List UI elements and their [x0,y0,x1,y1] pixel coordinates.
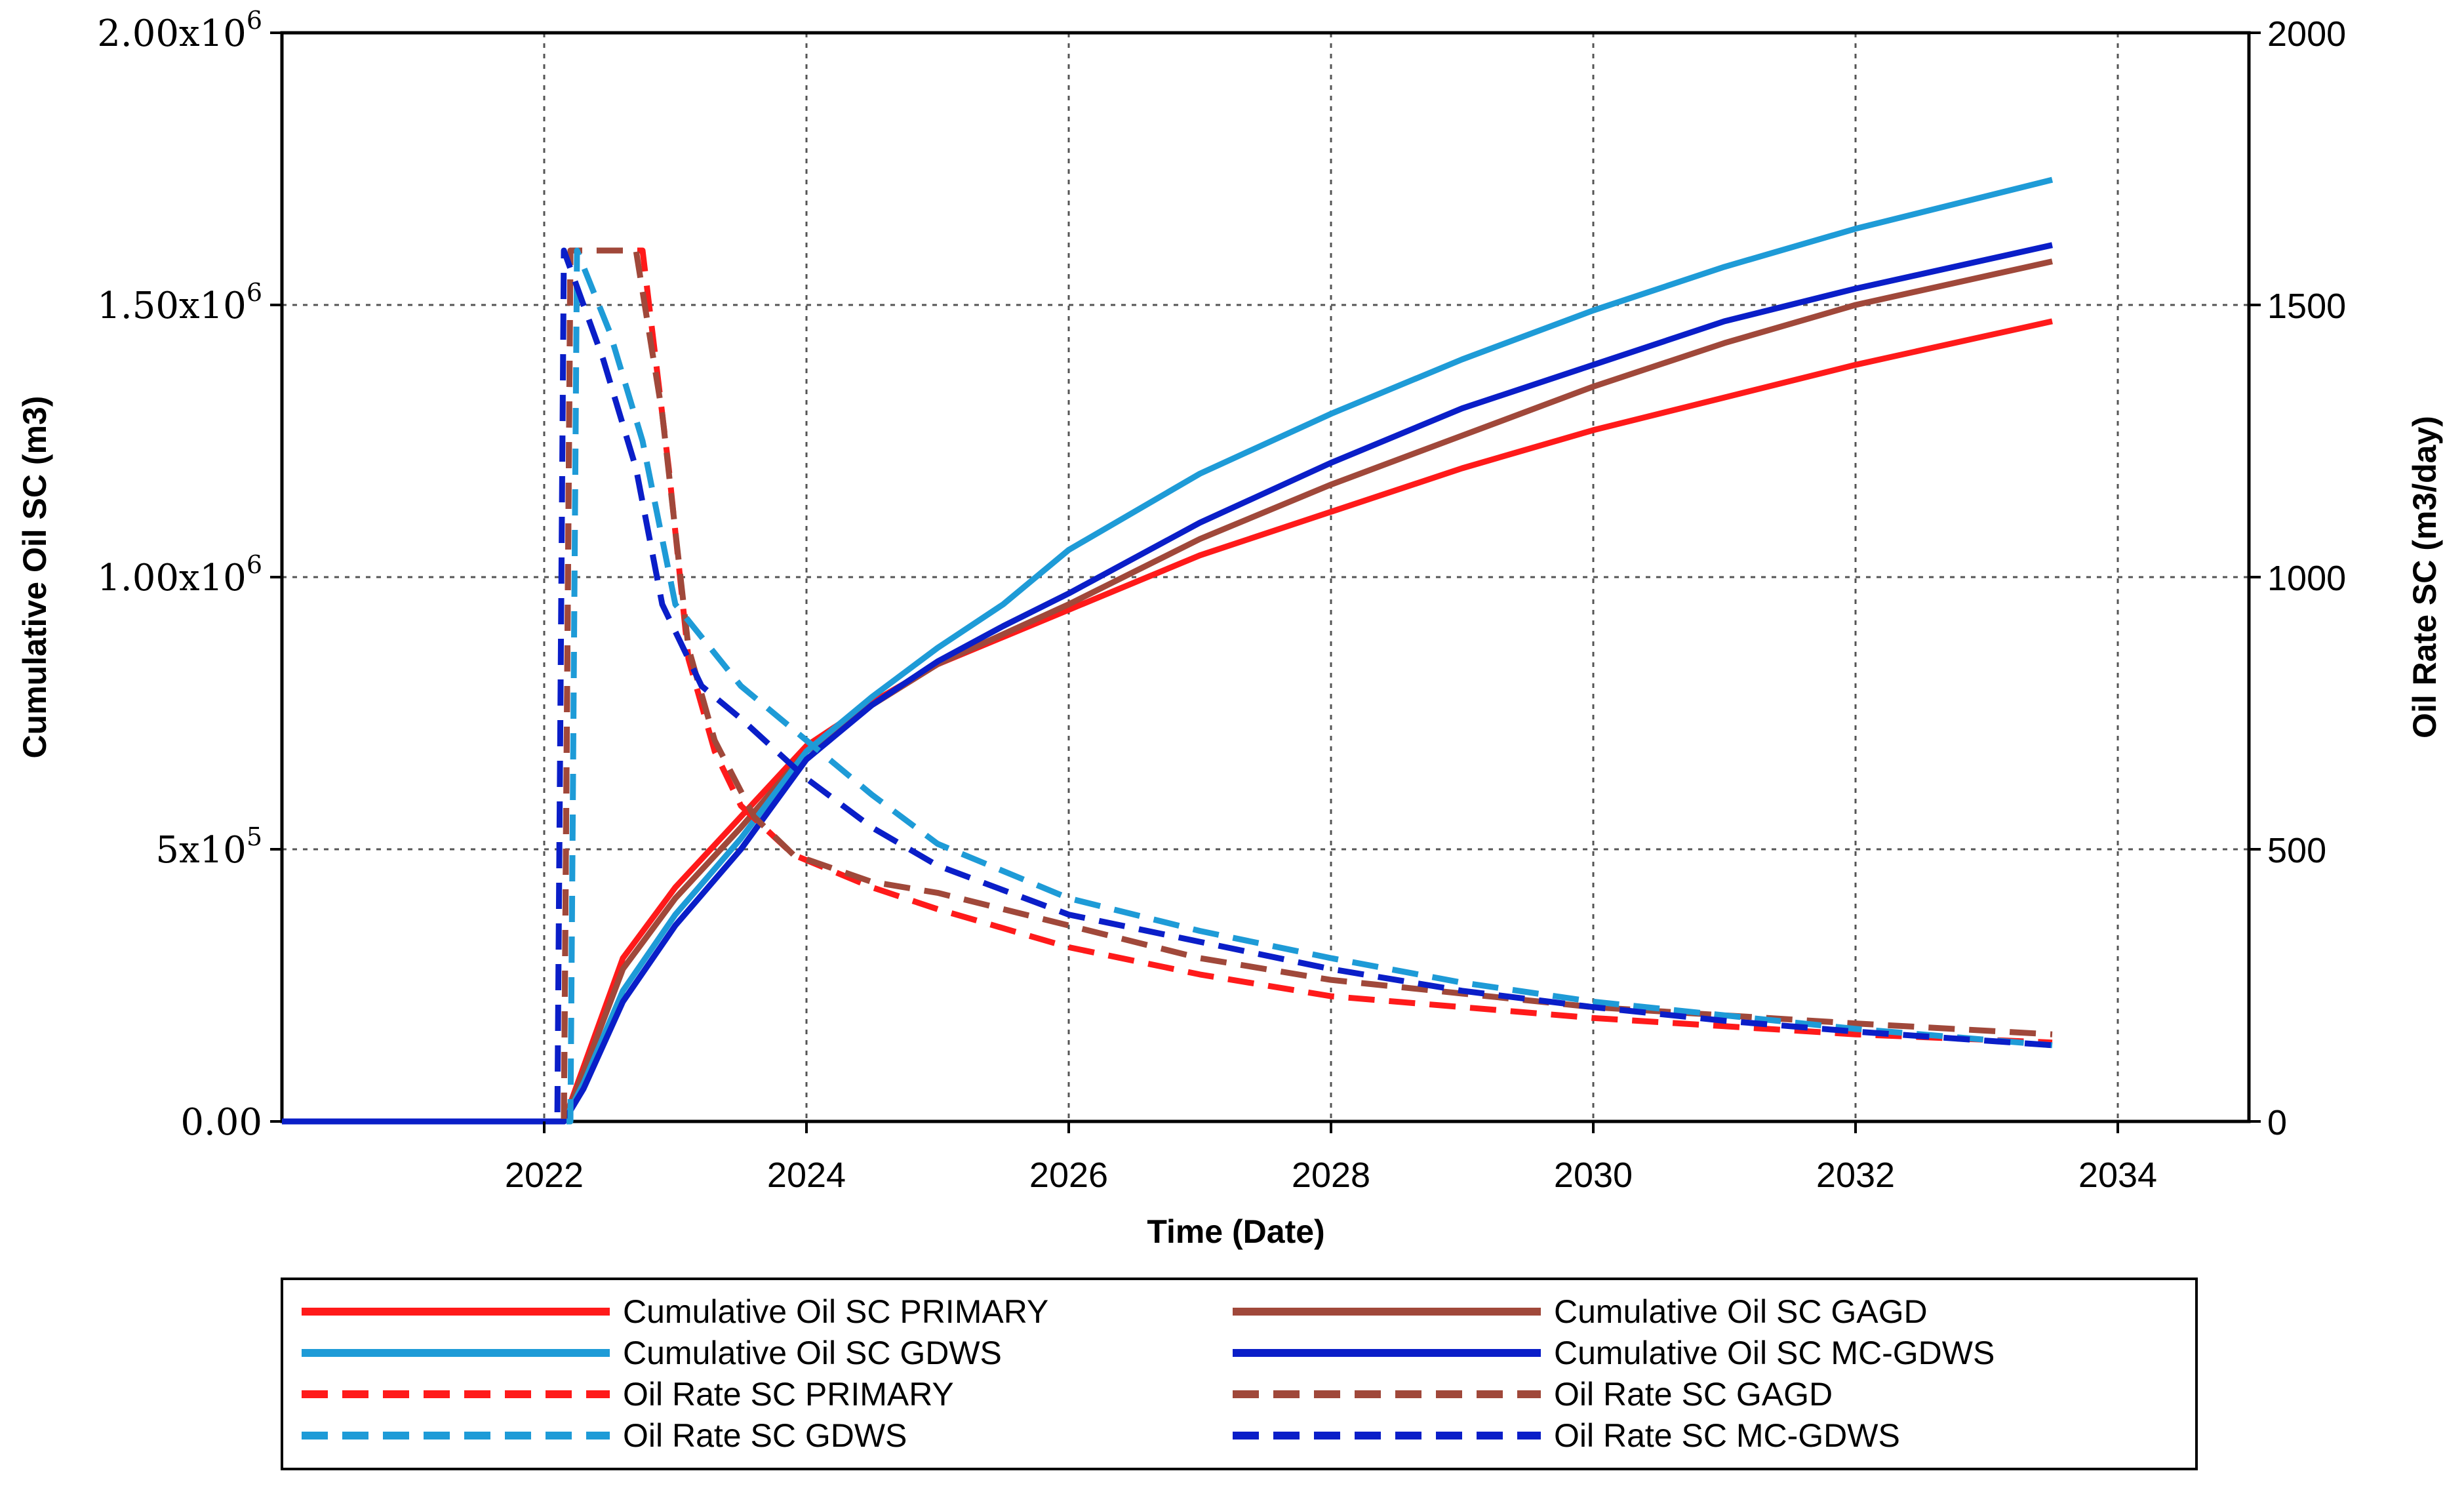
y-left-tick-base: 5x10 [155,829,246,872]
x-tick-label: 2022 [505,1156,584,1195]
y-right-tick-label: 0 [2267,1103,2287,1142]
legend-label: Oil Rate SC MC-GDWS [1554,1417,1900,1454]
series-line-cumulative-oil-sc-mc-gdws [282,242,2053,1125]
y-left-tick-label: 2.00x106 [97,6,262,55]
series-line-oil-rate-sc-primary [282,247,2053,1125]
x-tick-label: 2028 [1292,1156,1370,1195]
y-right-tick-label: 1500 [2267,287,2346,326]
y-left-tick-label: 1.50x106 [97,278,262,327]
legend-label: Cumulative Oil SC PRIMARY [623,1293,1048,1330]
series-group [282,176,2054,1125]
legend-label: Oil Rate SC PRIMARY [623,1376,954,1413]
y-left-tick-label: 0.00 [180,1101,262,1144]
y-left-tick-base: 2.00x10 [97,12,247,55]
y-left-tick-base: 0.00 [180,1101,262,1144]
series-line-cumulative-oil-sc-gdws [282,176,2054,1125]
y-left-tick-exponent: 6 [247,6,262,35]
y-left-tick-exponent: 5 [247,822,262,851]
series-line-cumulative-oil-sc-gagd [282,258,2053,1125]
y-axis-left-label: Cumulative Oil SC (m3) [16,396,53,759]
y-left-tick-base: 1.00x10 [97,557,247,599]
y-right-tick-label: 2000 [2267,14,2346,54]
x-tick-label: 2030 [1554,1156,1633,1195]
x-axis-label: Time (Date) [1147,1213,1324,1250]
legend-label: Cumulative Oil SC MC-GDWS [1554,1335,1995,1371]
y-left-tick-base: 1.50x10 [97,285,247,327]
x-axis-ticks: 2022 2024 2026 2028 2030 2032 2034 [505,1121,2157,1195]
y-axis-right-label: Oil Rate SC (m3/day) [2406,416,2443,738]
grid-lines [282,33,2249,1121]
x-tick-label: 2034 [2078,1156,2157,1195]
y-left-tick-label: 5x105 [155,822,262,872]
legend-label: Cumulative Oil SC GDWS [623,1335,1002,1371]
legend: Cumulative Oil SC PRIMARY Cumulative Oil … [302,1293,1995,1454]
y-right-tick-label: 1000 [2267,559,2346,598]
x-tick-label: 2024 [767,1156,846,1195]
y-left-tick-exponent: 6 [247,550,262,579]
series-line-oil-rate-sc-mc-gdws [282,247,2053,1125]
legend-label: Oil Rate SC GDWS [623,1417,907,1454]
y-left-tick-label: 1.00x106 [97,550,262,599]
legend-label: Oil Rate SC GAGD [1554,1376,1833,1413]
x-tick-label: 2032 [1816,1156,1895,1195]
series-line-oil-rate-sc-gdws [282,247,2053,1125]
legend-label: Cumulative Oil SC GAGD [1554,1293,1928,1330]
x-tick-label: 2026 [1029,1156,1108,1195]
series-line-cumulative-oil-sc-primary [282,318,2053,1125]
y-right-tick-label: 500 [2267,831,2326,870]
right-axis-ticks: 0 500 1000 1500 2000 [2249,14,2346,1142]
y-left-tick-exponent: 6 [247,278,262,307]
